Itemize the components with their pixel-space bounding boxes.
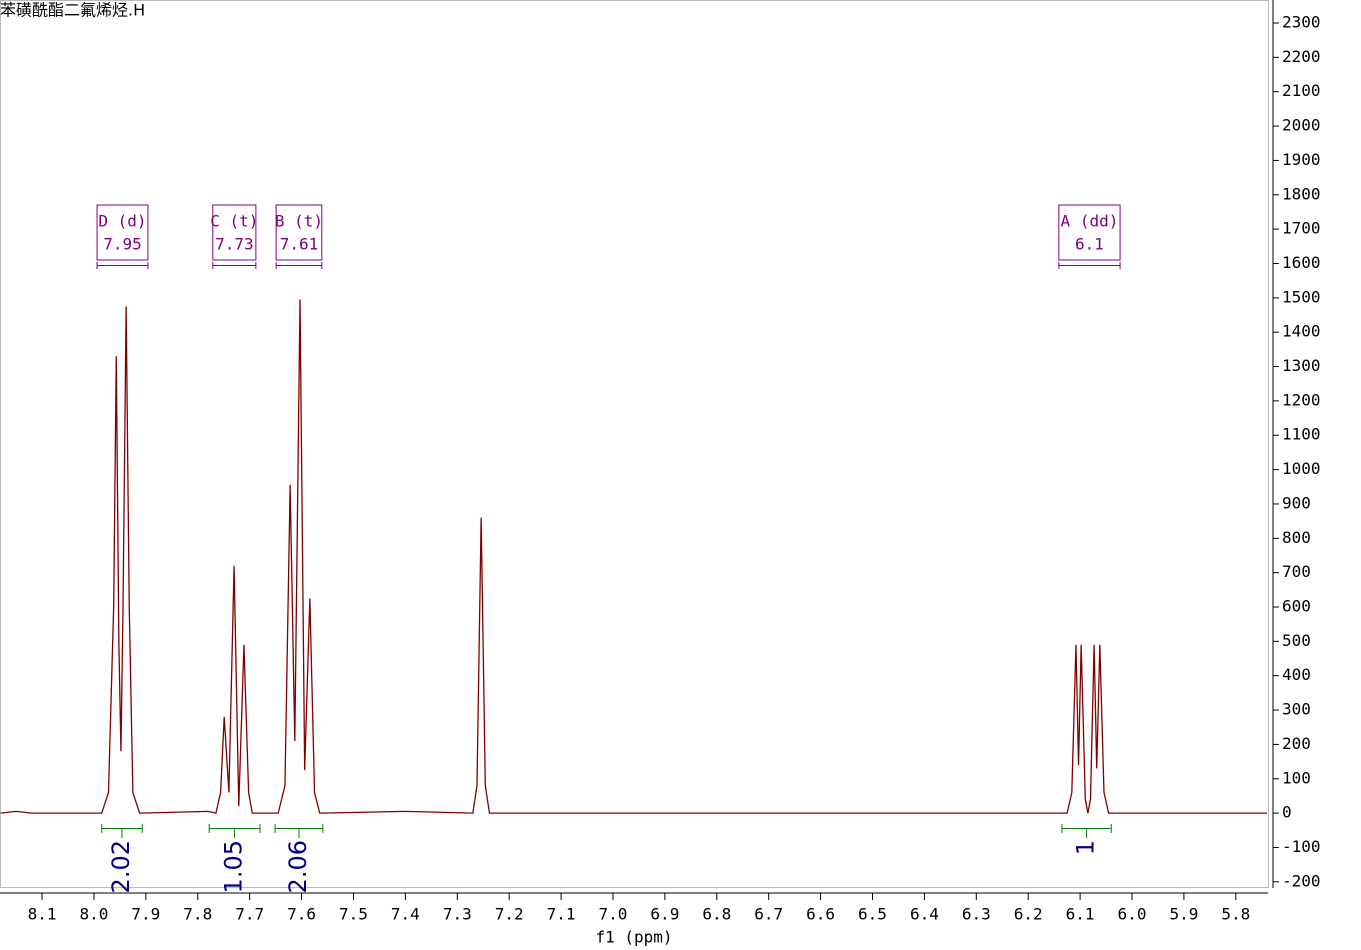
multiplet-range bbox=[212, 262, 257, 269]
x-tick-label: 6.2 bbox=[1014, 905, 1043, 924]
y-tick-label: 2200 bbox=[1282, 47, 1321, 66]
y-tick-label: 1200 bbox=[1282, 390, 1321, 409]
x-tick-label: 7.4 bbox=[391, 905, 420, 924]
y-tick-label: 1600 bbox=[1282, 253, 1321, 272]
x-tick-label: 7.2 bbox=[495, 905, 524, 924]
x-tick-label: 6.0 bbox=[1118, 905, 1147, 924]
plot-frame bbox=[0, 0, 1269, 888]
x-tick-label: 7.8 bbox=[183, 905, 212, 924]
multiplet-label: A (dd) bbox=[1061, 212, 1119, 231]
integral-range bbox=[274, 824, 324, 838]
y-tick-label: 0 bbox=[1282, 803, 1292, 822]
x-tick-label: 7.5 bbox=[339, 905, 368, 924]
integral-range bbox=[1061, 824, 1112, 838]
integral-value: 1.05 bbox=[220, 840, 248, 893]
x-tick-label: 6.3 bbox=[962, 905, 991, 924]
multiplet-shift: 7.73 bbox=[215, 235, 254, 254]
multiplet-box bbox=[96, 204, 149, 261]
multiplet-box bbox=[275, 204, 323, 261]
y-tick-label: 1100 bbox=[1282, 425, 1321, 444]
y-tick-label: 1000 bbox=[1282, 459, 1321, 478]
y-tick-label: 1300 bbox=[1282, 356, 1321, 375]
y-tick-label: 1700 bbox=[1282, 219, 1321, 238]
y-tick-label: 600 bbox=[1282, 597, 1311, 616]
y-tick-label: 800 bbox=[1282, 528, 1311, 547]
integral-range bbox=[101, 824, 143, 838]
x-tick-label: 7.0 bbox=[599, 905, 628, 924]
x-tick-label: 7.3 bbox=[443, 905, 472, 924]
x-tick-label: 6.4 bbox=[910, 905, 939, 924]
y-tick-label: 700 bbox=[1282, 562, 1311, 581]
x-tick-label: 7.1 bbox=[547, 905, 576, 924]
multiplet-label: D (d) bbox=[98, 212, 146, 231]
x-tick-label: 6.1 bbox=[1066, 905, 1095, 924]
x-tick-label: 6.8 bbox=[702, 905, 731, 924]
multiplet-shift: 7.61 bbox=[280, 235, 319, 254]
x-tick-label: 7.7 bbox=[235, 905, 264, 924]
integral-value: 1 bbox=[1072, 840, 1100, 855]
x-tick-label: 5.9 bbox=[1169, 905, 1198, 924]
y-tick-label: 2300 bbox=[1282, 13, 1321, 32]
y-tick-label: 100 bbox=[1282, 768, 1311, 787]
integral-range bbox=[208, 824, 261, 838]
multiplet-shift: 6.1 bbox=[1075, 235, 1104, 254]
y-tick-label: 2000 bbox=[1282, 116, 1321, 135]
x-axis-label: f1 (ppm) bbox=[595, 928, 672, 947]
integral-value: 2.02 bbox=[107, 840, 135, 893]
multiplet-range bbox=[275, 262, 323, 269]
y-tick-label: 400 bbox=[1282, 665, 1311, 684]
y-tick-label: 1800 bbox=[1282, 184, 1321, 203]
multiplet-range bbox=[96, 262, 149, 269]
x-tick-label: 6.9 bbox=[650, 905, 679, 924]
x-tick-label: 6.6 bbox=[806, 905, 835, 924]
x-tick-label: 5.8 bbox=[1221, 905, 1250, 924]
x-tick-label: 7.6 bbox=[287, 905, 316, 924]
x-tick-label: 7.9 bbox=[131, 905, 160, 924]
y-tick-label: -200 bbox=[1282, 871, 1321, 890]
multiplet-box bbox=[212, 204, 257, 261]
multiplet-label: C (t) bbox=[210, 212, 258, 231]
y-tick-label: 500 bbox=[1282, 631, 1311, 650]
integral-value: 2.06 bbox=[284, 840, 312, 893]
chart-title: 苯磺酰酯二氟烯烃.H bbox=[0, 1, 145, 20]
multiplet-box bbox=[1058, 204, 1121, 261]
y-tick-label: -100 bbox=[1282, 837, 1321, 856]
multiplet-shift: 7.95 bbox=[103, 235, 142, 254]
y-tick-label: 900 bbox=[1282, 493, 1311, 512]
x-tick-label: 8.0 bbox=[79, 905, 108, 924]
spectrum-line bbox=[0, 299, 1267, 814]
x-tick-label: 6.7 bbox=[754, 905, 783, 924]
multiplet-label: B (t) bbox=[275, 212, 323, 231]
y-tick-label: 1400 bbox=[1282, 322, 1321, 341]
y-tick-label: 300 bbox=[1282, 700, 1311, 719]
x-tick-label: 8.1 bbox=[28, 905, 57, 924]
y-tick-label: 200 bbox=[1282, 734, 1311, 753]
y-tick-label: 1500 bbox=[1282, 287, 1321, 306]
y-tick-label: 2100 bbox=[1282, 81, 1321, 100]
x-tick-label: 6.5 bbox=[858, 905, 887, 924]
multiplet-range bbox=[1058, 262, 1121, 269]
y-tick-label: 1900 bbox=[1282, 150, 1321, 169]
